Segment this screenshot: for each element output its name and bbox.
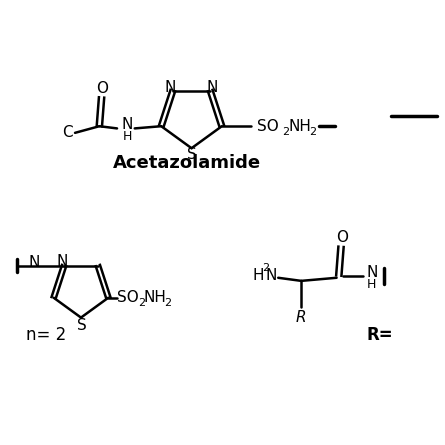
Text: C: C xyxy=(62,125,73,140)
Text: R=: R= xyxy=(366,326,393,344)
Text: Acetazolamide: Acetazolamide xyxy=(113,154,261,172)
Text: O: O xyxy=(97,81,109,96)
Text: 2: 2 xyxy=(138,299,145,308)
Text: 2: 2 xyxy=(283,126,290,137)
Text: O: O xyxy=(336,231,348,246)
Text: 2: 2 xyxy=(165,299,172,308)
Text: 2: 2 xyxy=(309,126,316,137)
Text: N: N xyxy=(56,254,68,269)
Text: SO: SO xyxy=(257,119,279,134)
Text: H: H xyxy=(252,268,263,283)
Text: S: S xyxy=(186,147,196,162)
Text: NH: NH xyxy=(288,119,311,134)
Text: N: N xyxy=(367,265,378,280)
Text: n= 2: n= 2 xyxy=(26,326,66,344)
Text: H: H xyxy=(367,278,376,291)
Text: S: S xyxy=(77,318,87,332)
Text: SO: SO xyxy=(117,290,139,305)
Text: N: N xyxy=(29,255,40,270)
Text: N: N xyxy=(266,268,277,283)
Text: H: H xyxy=(122,130,132,143)
Text: N: N xyxy=(121,117,133,132)
Text: 2: 2 xyxy=(262,263,269,273)
Text: N: N xyxy=(207,80,218,95)
Text: R: R xyxy=(296,310,307,325)
Text: NH: NH xyxy=(144,290,166,305)
Text: N: N xyxy=(165,80,176,95)
